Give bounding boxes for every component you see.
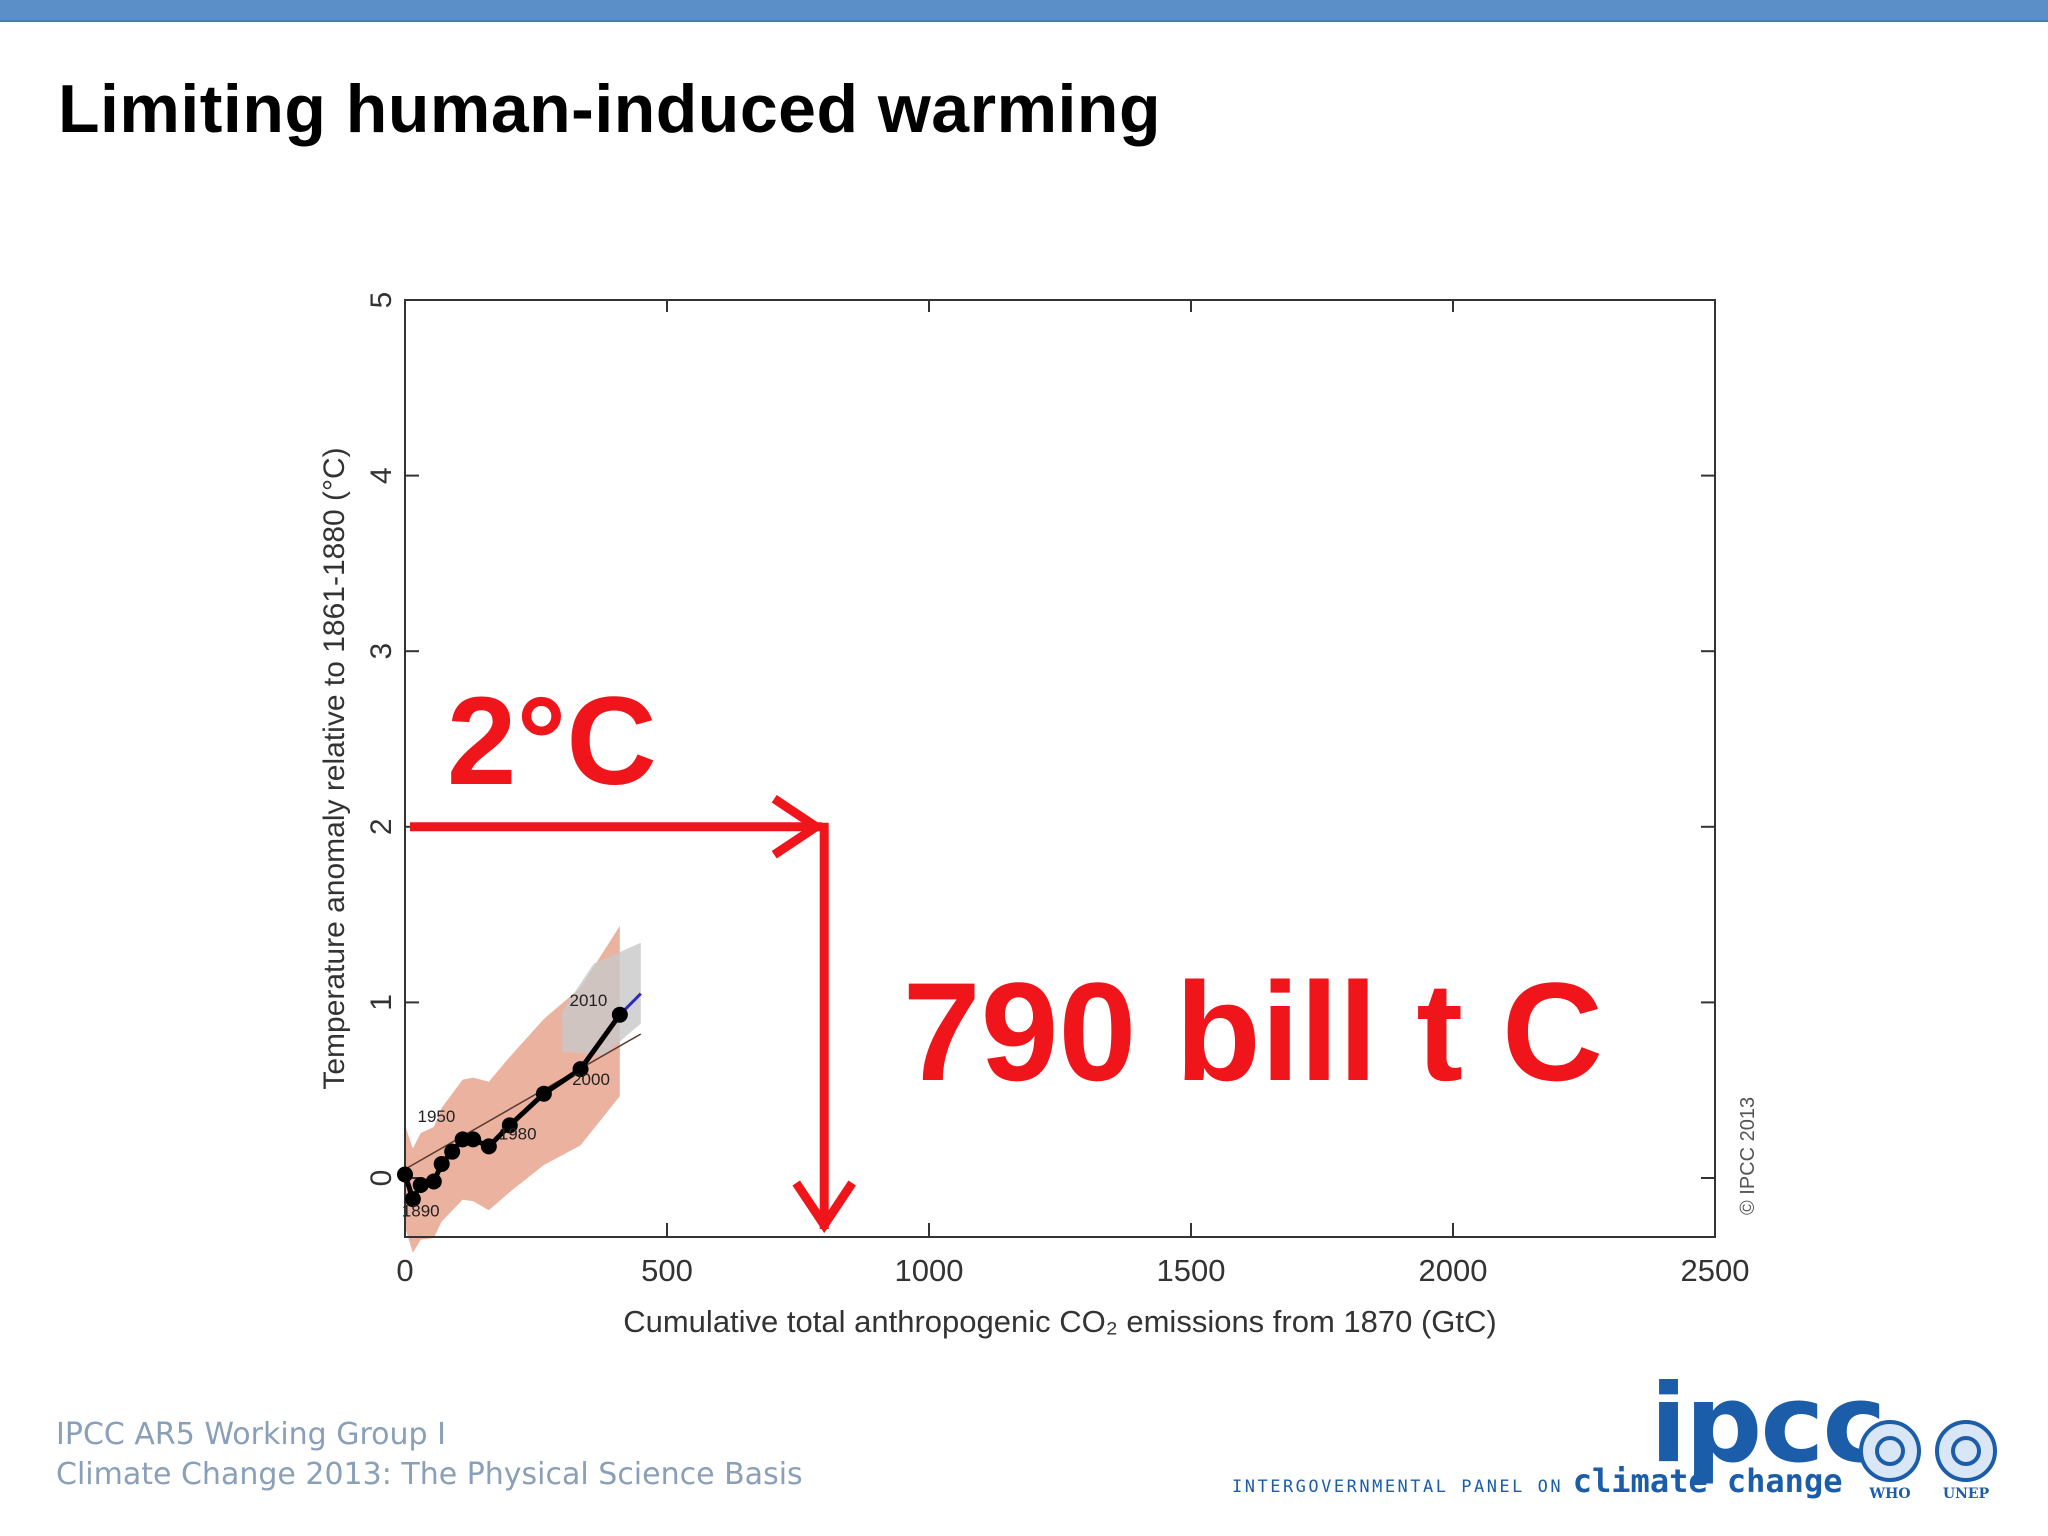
footer-line-1: IPCC AR5 Working Group I [56, 1417, 446, 1452]
plot-frame [404, 299, 1716, 1238]
y-axis-label: Temperature anomaly relative to 1861-188… [318, 447, 351, 1089]
year-label: 1890 [402, 1202, 440, 1221]
ipcc-logo: ipcc [1650, 1362, 1886, 1487]
model-range-band [562, 942, 641, 1056]
y-tick-label: 2 [365, 818, 398, 835]
x-tick-label: 500 [641, 1253, 693, 1288]
ipcc-logo-subtitle: INTERGOVERNMENTAL PANEL ON climate chang… [1232, 1462, 1842, 1500]
temperature-limit-annotation: 2°C [447, 672, 657, 811]
who-label: WHO [1869, 1486, 1911, 1502]
year-label: 1980 [499, 1124, 537, 1143]
ipcc-subtitle-big: climate change [1572, 1462, 1843, 1500]
observed-point [501, 1117, 518, 1134]
unep-logo: UNEP [1934, 1420, 1998, 1502]
observed-point [480, 1138, 497, 1155]
y-tick-label: 3 [365, 643, 398, 660]
observed-point [425, 1173, 442, 1190]
who-emblem-icon [1859, 1420, 1921, 1482]
ipcc-subtitle-small: INTERGOVERNMENTAL PANEL ON [1232, 1477, 1564, 1497]
footer-citation: IPCC AR5 Working Group I Climate Change … [56, 1415, 803, 1495]
footer-line-2: Climate Change 2013: The Physical Scienc… [56, 1457, 803, 1492]
x-tick-label: 2500 [1681, 1253, 1750, 1288]
model-mean-line [404, 1033, 642, 1170]
copyright-label: © IPCC 2013 [1737, 1097, 1759, 1215]
observed-point [465, 1131, 482, 1148]
observed-point [572, 1061, 589, 1078]
vertical-arrowhead [792, 1180, 856, 1234]
year-label: 2000 [572, 1070, 610, 1089]
horizontal-arrowhead [771, 795, 825, 859]
observed-point [412, 1177, 429, 1194]
y-tick-label: 4 [365, 467, 398, 484]
y-tick-label: 1 [365, 994, 398, 1011]
x-tick-label: 1000 [895, 1253, 964, 1288]
observed-point [397, 1166, 413, 1183]
y-tick-label: 5 [365, 292, 398, 309]
slide-title: Limiting human-induced warming [58, 71, 1161, 147]
top-accent-bar [0, 0, 2048, 22]
who-logo: WHO [1858, 1420, 1922, 1502]
observed-point [611, 1006, 628, 1023]
x-tick-label: 2000 [1419, 1253, 1488, 1288]
year-label: 2010 [569, 991, 607, 1010]
x-axis-label: Cumulative total anthropogenic CO₂ emiss… [623, 1304, 1497, 1339]
observed-point [433, 1155, 450, 1172]
carbon-budget-annotation: 790 bill t C [903, 953, 1603, 1110]
x-tick-label: 1500 [1157, 1253, 1226, 1288]
year-label: 1950 [418, 1107, 456, 1126]
unep-emblem-icon [1935, 1420, 1997, 1482]
y-tick-label: 0 [365, 1170, 398, 1187]
x-tick-label: 0 [396, 1253, 413, 1288]
observed-point [444, 1143, 461, 1160]
observed-point [535, 1085, 552, 1102]
observed-point [404, 1191, 421, 1208]
unep-label: UNEP [1942, 1486, 1990, 1502]
